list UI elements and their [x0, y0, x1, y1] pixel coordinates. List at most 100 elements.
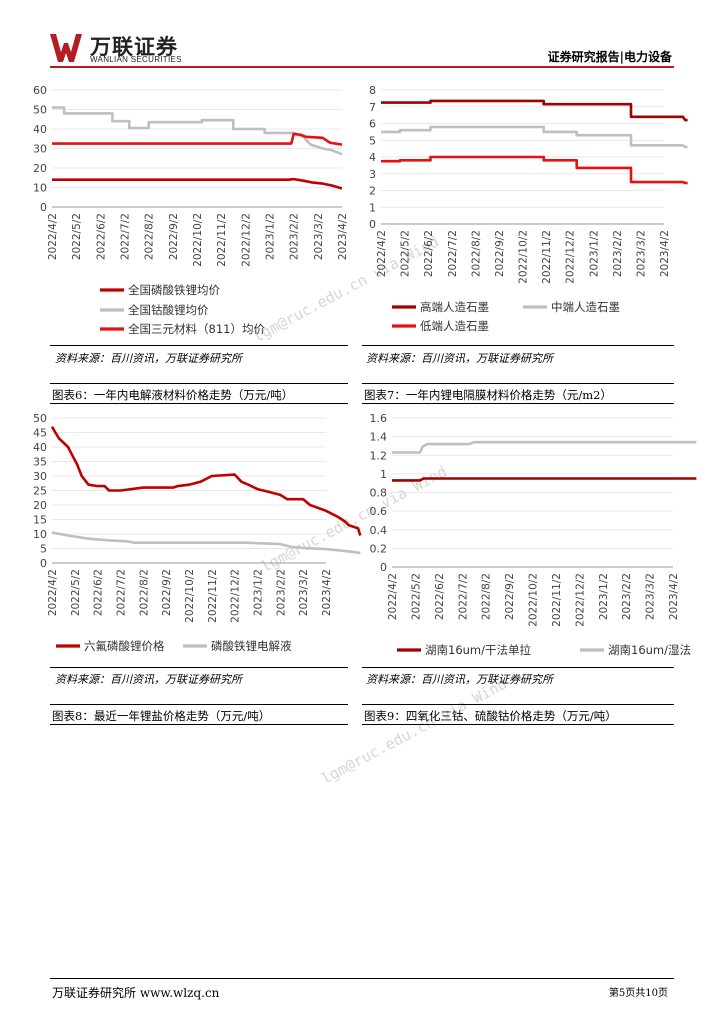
- chart1-x-tick-label: 2022/10/2: [518, 230, 530, 284]
- chart3-y-tick-label: 1.2: [370, 449, 388, 462]
- source-divider-1: [50, 345, 348, 346]
- chart3-x-tick-label: 2022/9/2: [504, 573, 516, 620]
- caption-underline-1: [50, 403, 348, 404]
- chart1-x-tick-label: 2022/7/2: [447, 230, 459, 277]
- caption-chart-7: 图表7：一年内锂电隔膜材料价格走势（元/m2）: [364, 388, 612, 402]
- source-divider-3: [50, 667, 348, 668]
- chart1-series-line-2: [381, 155, 688, 185]
- chart2-y-tick-label: 45: [33, 427, 47, 440]
- chart0-x-tick-label: 2022/6/2: [95, 213, 107, 260]
- caption-divider-2: [362, 383, 674, 384]
- caption-divider-3: [50, 704, 348, 705]
- chart1-y-tick-label: 2: [369, 185, 376, 198]
- chart2-x-tick-label: 2022/4/2: [47, 569, 59, 616]
- chart0-y-tick-label: 0: [40, 201, 47, 214]
- chart2-x-tick-label: 2022/9/2: [161, 569, 173, 616]
- chart3-x-tick-label: 2023/3/2: [645, 573, 657, 620]
- chart1-x-tick-label: 2022/8/2: [470, 230, 482, 277]
- chart1-x-tick-label: 2022/12/2: [565, 230, 577, 284]
- chart3-y-tick-label: 0.4: [370, 524, 388, 537]
- chart2-y-tick-label: 25: [33, 485, 47, 498]
- caption-chart-8: 图表8：最近一年锂盐价格走势（万元/吨）: [52, 709, 271, 723]
- chart0-legend-label-0: 全国磷酸铁锂均价: [128, 283, 220, 297]
- chart1-y-tick-label: 1: [369, 201, 376, 214]
- chart2-y-tick-label: 10: [33, 528, 47, 541]
- chart0-x-tick-label: 2023/3/2: [313, 213, 325, 260]
- chart1-y-tick-label: 7: [369, 101, 376, 114]
- chart2-legend-label-1: 磷酸铁锂电解液: [211, 639, 292, 653]
- chart0-x-tick-label: 2023/1/2: [265, 213, 277, 260]
- watermark-3: lgm@ruc.edu.cn via Wind: [318, 674, 510, 788]
- chart3-y-tick-label: 0: [380, 561, 387, 574]
- chart1-series-line-0: [381, 99, 688, 122]
- chart1-legend-label-0: 高端人造石墨: [420, 300, 489, 314]
- source-divider-2: [362, 345, 674, 346]
- chart0-y-tick-label: 20: [33, 162, 47, 175]
- watermark-2: lgm@ruc.edu.cn via Wind: [258, 462, 450, 576]
- chart2-y-tick-label: 15: [33, 514, 47, 527]
- chart0-x-tick-label: 2022/11/2: [216, 213, 228, 267]
- chart1-y-tick-label: 5: [369, 134, 376, 147]
- chart1-x-tick-label: 2022/11/2: [541, 230, 553, 284]
- chart0-y-tick-label: 50: [33, 104, 47, 117]
- chart3-y-tick-label: 1.4: [370, 431, 388, 444]
- chart2-x-tick-label: 2023/3/2: [298, 569, 310, 616]
- chart2-x-tick-label: 2023/4/2: [321, 569, 333, 616]
- chart0-x-tick-label: 2022/4/2: [47, 213, 59, 260]
- chart1-x-tick-label: 2023/1/2: [588, 230, 600, 277]
- chart0-x-tick-label: 2022/12/2: [240, 213, 252, 267]
- chart1-y-tick-label: 0: [369, 218, 376, 231]
- caption-divider-4: [362, 704, 674, 705]
- watermark-1: lgm@ruc.edu.cn via Wind: [250, 232, 442, 346]
- chart1-legend-label-2: 低端人造石墨: [420, 319, 489, 333]
- chart0-x-tick-label: 2023/4/2: [337, 213, 349, 260]
- chart3-legend-label-0: 湖南16um/干法单拉: [425, 643, 531, 657]
- source-note-4: 资料来源：百川资讯，万联证券研究所: [366, 673, 553, 686]
- chart3-x-tick-label: 2022/6/2: [434, 573, 446, 620]
- chart0-x-tick-label: 2022/7/2: [120, 213, 132, 260]
- chart3-x-tick-label: 2023/1/2: [598, 573, 610, 620]
- chart2-x-tick-label: 2023/2/2: [275, 569, 287, 616]
- chart0-x-tick-label: 2022/5/2: [71, 213, 83, 260]
- chart3-series-line-1: [392, 440, 697, 454]
- chart0-y-tick-label: 60: [33, 84, 47, 97]
- chart1-y-tick-label: 3: [369, 168, 376, 181]
- page-number: 第5页共10页: [608, 988, 668, 999]
- caption-underline-4: [362, 724, 674, 725]
- chart0-x-tick-label: 2023/2/2: [289, 213, 301, 260]
- chart3-y-tick-label: 1.6: [370, 412, 388, 425]
- report-type-label: 证券研究报告|电力设备: [547, 50, 672, 64]
- chart2-x-tick-label: 2022/12/2: [230, 569, 242, 623]
- chart1-y-tick-label: 6: [369, 118, 376, 131]
- chart1-y-tick-label: 4: [369, 151, 376, 164]
- caption-chart-6: 图表6：一年内电解液材料价格走势（万元/吨）: [52, 388, 294, 402]
- chart2-y-tick-label: 0: [40, 557, 47, 570]
- caption-divider-1: [50, 383, 348, 384]
- source-divider-4: [362, 667, 674, 668]
- chart0-series-line-0: [52, 177, 343, 190]
- chart3-x-tick-label: 2022/5/2: [410, 573, 422, 620]
- chart0-y-tick-label: 40: [33, 123, 47, 136]
- chart3-x-tick-label: 2022/7/2: [457, 573, 469, 620]
- chart0-series-line-2: [52, 132, 343, 146]
- wanlian-logo-mark-icon: [50, 34, 82, 62]
- chart3-x-tick-label: 2022/4/2: [387, 573, 399, 620]
- caption-underline-2: [362, 403, 674, 404]
- chart0-y-tick-label: 30: [33, 143, 47, 156]
- chart3-x-tick-label: 2022/11/2: [551, 573, 563, 627]
- chart2-x-tick-label: 2023/1/2: [253, 569, 265, 616]
- chart1-x-tick-label: 2023/4/2: [659, 230, 671, 277]
- chart0-legend-label-1: 全国钴酸锂均价: [128, 303, 209, 317]
- chart0-x-tick-label: 2022/10/2: [192, 213, 204, 267]
- chart1-x-tick-label: 2023/2/2: [612, 230, 624, 277]
- chart2-y-tick-label: 40: [33, 441, 47, 454]
- chart0-x-tick-label: 2022/8/2: [144, 213, 156, 260]
- chart2-y-tick-label: 50: [33, 412, 47, 425]
- chart3-y-tick-label: 1: [380, 468, 387, 481]
- chart3-x-tick-label: 2022/12/2: [574, 573, 586, 627]
- chart3-y-tick-label: 0.2: [370, 542, 388, 555]
- chart3-legend-label-1: 湖南16um/湿法: [608, 643, 691, 657]
- chart2-x-tick-label: 2022/7/2: [116, 569, 128, 616]
- header-divider: [50, 66, 674, 68]
- chart2-x-tick-label: 2022/5/2: [70, 569, 82, 616]
